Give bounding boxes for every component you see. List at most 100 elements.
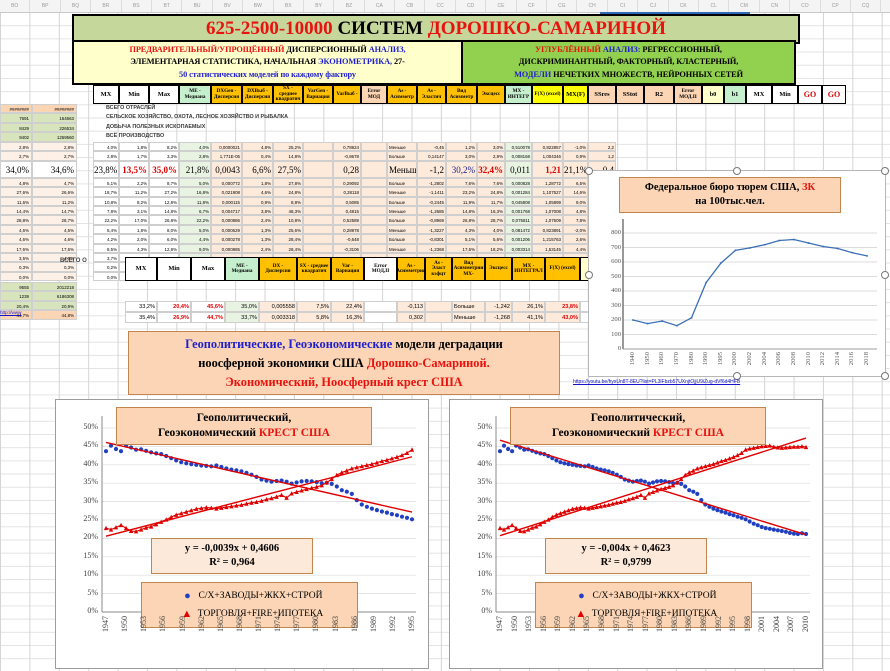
- column-header-cell[interactable]: DX - Дисперсия: [259, 257, 297, 281]
- column-header-cell[interactable]: b0: [702, 85, 724, 104]
- column-header-cg[interactable]: CG: [547, 0, 578, 12]
- column-header-bp[interactable]: BP: [30, 0, 61, 12]
- column-header-cell[interactable]: R2: [644, 85, 674, 104]
- column-header-cell[interactable]: GO: [822, 85, 846, 104]
- column-header-cell[interactable]: F(X) (excel): [545, 257, 580, 281]
- table-row[interactable]: 4,6% 4,5%: [0, 224, 77, 235]
- column-header-cell[interactable]: SX - среднее квадратич: [297, 257, 331, 281]
- column-header-ch[interactable]: CH: [577, 0, 608, 12]
- table-row[interactable]: 7691 164663: [0, 113, 77, 123]
- column-header-cell[interactable]: ME - Медиана: [179, 85, 211, 104]
- column-header-bw[interactable]: BW: [243, 0, 274, 12]
- table-row[interactable]: 28,8% 28,7%: [0, 215, 77, 225]
- column-header-cell[interactable]: MX: [125, 257, 157, 281]
- column-header-cm[interactable]: CM: [729, 0, 760, 12]
- column-header-cp[interactable]: CP: [821, 0, 851, 12]
- column-header-cell[interactable]: Вид Асимметр: [446, 85, 477, 104]
- column-header-row[interactable]: BO BP BQ BR BS BT BU BV BW BX BY BZ CA CB CC CD CE CF CG CH…: [0, 0, 890, 13]
- column-header-ca[interactable]: CA: [365, 0, 396, 12]
- table-row[interactable]: 4,6% 4,6%: [0, 234, 77, 244]
- column-header-cell[interactable]: MX - ИНТЕГРАЛ: [512, 257, 545, 281]
- table-row[interactable]: 11,6% 11,2%: [0, 196, 77, 206]
- column-header-cb[interactable]: CB: [395, 0, 426, 12]
- column-header-ci[interactable]: CI: [608, 0, 639, 12]
- column-header-bt[interactable]: BT: [152, 0, 183, 12]
- column-header-cell[interactable]: DXВыб - Дисперсия: [242, 85, 273, 104]
- column-header-cell[interactable]: SX - среднее квадратич: [273, 85, 303, 104]
- column-header-cell[interactable]: Error МОД,II: [364, 257, 397, 281]
- youtube-link[interactable]: https://youtu.be/hyxUn8T-8EU?list=PL3lFb…: [573, 379, 741, 385]
- column-header-bx[interactable]: BX: [274, 0, 304, 12]
- table-row[interactable]: 2,8% 2,8%: [0, 142, 77, 152]
- column-header-cell[interactable]: MX(F): [563, 85, 588, 104]
- column-header-cell[interactable]: Min: [157, 257, 191, 281]
- column-header-bz[interactable]: BZ: [334, 0, 365, 12]
- column-header-cell[interactable]: VarВыб -: [333, 85, 361, 104]
- table-row[interactable]: 8429 226534: [0, 122, 77, 133]
- table-row[interactable]: 2,8% 1,7% 3,3% 2,8% 1,771E-05 0,4% 14,8% -0,867…: [93, 151, 616, 161]
- column-header-cell[interactable]: ME - Медиана: [225, 257, 259, 281]
- column-header-cell[interactable]: Error МОД: [361, 85, 387, 104]
- column-header-co[interactable]: CO: [790, 0, 821, 12]
- table-row[interactable]: 23,8% 13,5% 35,0% 21,8% 0,0043 6,6% 27,5% 0,28 М…: [93, 160, 616, 178]
- table-row[interactable]: 9402 1259560: [0, 132, 77, 142]
- column-header-cell[interactable]: As - Эластич: [417, 85, 446, 104]
- column-header-cr[interactable]: CR: [881, 0, 890, 12]
- table-row[interactable]: 4,2% 2,0% 6,0% 4,4% 0,000278 1,3% 28,4% -0,648 Б…: [93, 234, 616, 244]
- table-row[interactable]: 2,7% 2,7%: [0, 151, 77, 161]
- column-header-cell[interactable]: As - Асимметр: [387, 85, 417, 104]
- table-row[interactable]: 7,8% 3,1% 14,8% 6,7% 0,004717 3,8% 48,3% 0,4815…: [93, 205, 616, 216]
- column-header-cq[interactable]: CQ: [851, 0, 882, 12]
- column-header-cell[interactable]: As - Эласт кэфцт: [425, 257, 452, 281]
- column-header-cell[interactable]: MX: [93, 85, 119, 104]
- column-header-bu[interactable]: BU: [182, 0, 213, 12]
- us-cross-chart-left[interactable]: Геополитический, Геоэкономический КРЕСТ С…: [55, 399, 429, 669]
- column-header-cell[interactable]: SSres: [588, 85, 616, 104]
- column-header-cell[interactable]: Min: [119, 85, 149, 104]
- column-header-cell[interactable]: GO: [798, 85, 822, 104]
- column-header-ce[interactable]: CE: [486, 0, 517, 12]
- table-row[interactable]: 4,0% 1,8% 8,2% 4,0% 0,0000021 4,8% 25,2% 0,7892…: [93, 142, 616, 152]
- legend-item[interactable]: ● С/Х+ЗАВОДЫ+ЖКХ+СТРОЙ: [142, 587, 357, 605]
- table-row[interactable]: 10,8% 8,2% 12,8% 11,8% 0,000115 0,9% 8,8% 0,508…: [93, 196, 616, 206]
- column-header-cell[interactable]: Error МОД.II: [674, 85, 702, 104]
- table-row[interactable]: 18,7% 11,2% 27,2% 16,8% 0,021908 4,6% 24,8% 0,2…: [93, 187, 616, 197]
- column-header-bq[interactable]: BQ: [61, 0, 92, 12]
- column-header-cell[interactable]: Вид Асимметрии MX-: [452, 257, 485, 281]
- column-header-cl[interactable]: CL: [699, 0, 730, 12]
- column-header-cell[interactable]: Эксцесс: [477, 85, 505, 104]
- table-row[interactable]: 34,0% 34,6%: [0, 160, 77, 178]
- column-header-cell[interactable]: MX: [746, 85, 772, 104]
- column-header-cell[interactable]: As - Асимметрия: [397, 257, 425, 281]
- column-header-br[interactable]: BR: [91, 0, 122, 12]
- column-header-cell[interactable]: SStot: [616, 85, 644, 104]
- table-row[interactable]: 14,4% 14,7%: [0, 205, 77, 216]
- column-header-bo[interactable]: BO: [0, 0, 31, 12]
- table-row[interactable]: 8,5% 4,3% 12,8% 9,0% 0,000885 2,4% 28,4% -0,310…: [93, 243, 616, 253]
- table-row[interactable]: 17,6% 17,6%: [0, 243, 77, 253]
- column-header-by[interactable]: BY: [304, 0, 335, 12]
- legend-item[interactable]: ▲ ТОРГОВЛЯ+FIRE+ИПОТЕКА: [142, 605, 357, 623]
- column-header-bv[interactable]: BV: [213, 0, 244, 12]
- table-row[interactable]: 0,0% 0,0%: [0, 271, 77, 282]
- table-row[interactable]: ######## ########: [0, 104, 77, 114]
- column-header-cd[interactable]: CD: [456, 0, 487, 12]
- federal-prison-chart[interactable]: Федеральное бюро тюрем США, ЗК на 100тыс…: [585, 167, 889, 380]
- column-header-cj[interactable]: CJ: [638, 0, 669, 12]
- table-row[interactable]: 9555 2012218: [0, 282, 77, 292]
- table1-header-strip[interactable]: MX Min Max ME - Медиана DXGen - Дисперсия DXВ…: [93, 85, 846, 104]
- column-header-cell[interactable]: MX - ИНТЕГР: [505, 85, 532, 104]
- table-row[interactable]: 27,6% 26,6%: [0, 187, 77, 197]
- table-row[interactable]: 5,4% 1,8% 8,0% 5,0% 0,000629 1,3% 25,6% 0,28978…: [93, 224, 616, 235]
- column-header-cell[interactable]: Max: [191, 257, 225, 281]
- legend-item[interactable]: ● С/Х+ЗАВОДЫ+ЖКХ+СТРОЙ: [536, 587, 751, 605]
- column-header-cell[interactable]: VarGen - Вариация: [303, 85, 333, 104]
- source-link[interactable]: http://www: [0, 310, 22, 315]
- column-header-cf[interactable]: CF: [517, 0, 548, 12]
- column-header-cell[interactable]: Min: [772, 85, 798, 104]
- column-header-cell[interactable]: DXGen - Дисперсия: [211, 85, 242, 104]
- column-header-ck[interactable]: CK: [669, 0, 699, 12]
- table-row[interactable]: 4,8% 4,7%: [0, 177, 77, 188]
- column-header-cell[interactable]: F(X) (excel): [532, 85, 563, 104]
- column-header-bs[interactable]: BS: [122, 0, 152, 12]
